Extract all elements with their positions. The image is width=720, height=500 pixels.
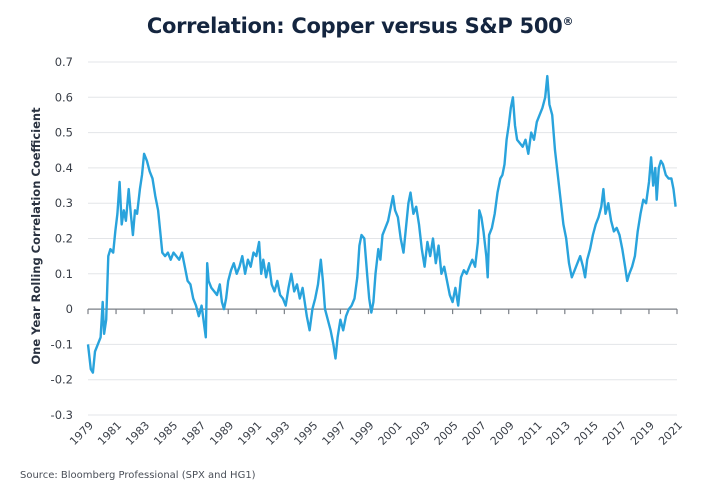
y-tick-label: 0.7 xyxy=(55,55,73,69)
x-tick-label: 2015 xyxy=(572,419,601,448)
y-tick-label: 0.1 xyxy=(55,267,73,281)
x-tick-label: 1997 xyxy=(320,419,349,448)
x-tick-label: 2013 xyxy=(544,419,573,448)
x-tick-label: 2011 xyxy=(516,419,545,448)
x-tick-label: 1993 xyxy=(263,419,292,448)
registered-mark: ® xyxy=(562,15,574,28)
source-note: Source: Bloomberg Professional (SPX and … xyxy=(20,470,256,481)
y-tick-label: 0.5 xyxy=(55,126,73,140)
x-tick-label: 1995 xyxy=(292,419,321,448)
series-line xyxy=(86,74,677,374)
x-tick-label: 1989 xyxy=(207,419,236,448)
chart-title-text: Correlation: Copper versus S&P 500 xyxy=(146,14,563,38)
x-tick-label: 1987 xyxy=(179,419,208,448)
x-axis xyxy=(87,308,678,315)
x-tick-label: 2009 xyxy=(488,419,517,448)
y-axis-ticks: 0.7 0.6 0.5 0.4 0.3 0.2 0.1 0 -0.1 -0.2 -0.3 xyxy=(51,55,73,422)
chart-title: Correlation: Copper versus S&P 500® xyxy=(0,14,720,38)
x-tick-label: 2001 xyxy=(376,419,405,448)
x-tick-label: 1999 xyxy=(348,419,377,448)
y-tick-label: -0.3 xyxy=(51,408,73,422)
x-tick-label: 2017 xyxy=(600,419,629,448)
x-tick-label: 1981 xyxy=(95,419,124,448)
x-tick-label: 1991 xyxy=(235,419,264,448)
x-tick-label: 2003 xyxy=(404,419,433,448)
y-axis-label: One Year Rolling Correlation Coefficient xyxy=(29,107,43,365)
x-tick-label: 2007 xyxy=(460,419,489,448)
x-tick-label: 1983 xyxy=(123,419,152,448)
grid xyxy=(88,61,677,416)
y-tick-label: -0.1 xyxy=(51,337,73,351)
y-tick-label: 0 xyxy=(66,302,73,316)
x-tick-label: 1979 xyxy=(67,419,96,448)
y-tick-label: 0.6 xyxy=(55,90,73,104)
y-tick-label: 0.4 xyxy=(55,161,73,175)
x-axis-tick-labels: 1979 1981 1983 1985 1987 1989 1991 1993 1995 1997… xyxy=(67,419,685,448)
y-tick-label: 0.2 xyxy=(55,232,73,246)
y-tick-label: 0.3 xyxy=(55,196,73,210)
x-tick-label: 2021 xyxy=(656,419,685,448)
x-tick-label: 2019 xyxy=(628,419,657,448)
x-tick-label: 2005 xyxy=(432,419,461,448)
y-tick-label: -0.2 xyxy=(51,373,73,387)
x-tick-label: 1985 xyxy=(151,419,180,448)
